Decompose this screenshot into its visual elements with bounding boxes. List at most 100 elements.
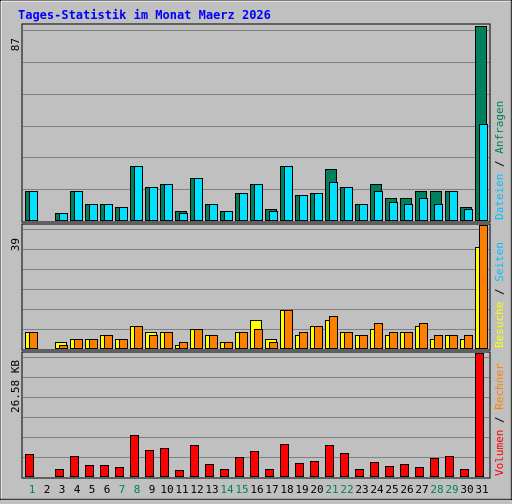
bar-dateien xyxy=(239,193,248,221)
bar-dateien xyxy=(269,211,278,221)
bar-dateien xyxy=(164,184,173,221)
bar-dateien xyxy=(404,204,413,221)
scale-max-label-visits: 39 xyxy=(9,238,22,251)
bar-volumen xyxy=(55,469,64,477)
bar-besuche xyxy=(119,339,128,349)
legend-visits-pages: Besuche / Seiten xyxy=(493,242,506,348)
bar-volumen xyxy=(355,469,364,477)
day-label: 9 xyxy=(149,483,156,496)
bar-besuche xyxy=(239,332,248,349)
bar-volumen xyxy=(310,461,319,477)
day-label: 12 xyxy=(190,483,203,496)
bar-besuche xyxy=(74,339,83,349)
bar-dateien xyxy=(359,204,368,221)
bar-volumen xyxy=(175,470,184,477)
day-label: 17 xyxy=(265,483,278,496)
legend-item: Seiten xyxy=(493,242,506,282)
bar-volumen xyxy=(265,469,274,477)
bar-dateien xyxy=(119,207,128,221)
day-label: 11 xyxy=(175,483,188,496)
panel-legends: Dateien / Anfragen Besuche / Seiten Volume… xyxy=(493,101,506,476)
day-label: 7 xyxy=(119,483,126,496)
bar-dateien xyxy=(434,204,443,221)
day-label: 20 xyxy=(310,483,323,496)
bar-volumen xyxy=(415,467,424,477)
bar-volumen xyxy=(205,464,214,477)
legend-item: Volumen xyxy=(493,430,506,476)
bar-besuche xyxy=(269,342,278,349)
bar-volumen xyxy=(115,467,124,477)
bar-besuche xyxy=(254,329,263,349)
bar-volumen xyxy=(190,445,199,477)
bar-besuche xyxy=(224,342,233,349)
day-label: 21 xyxy=(325,483,338,496)
bar-volumen xyxy=(340,453,349,477)
day-label: 19 xyxy=(295,483,308,496)
bar-besuche xyxy=(149,335,158,349)
bar-volumen xyxy=(250,451,259,477)
legend-volume-sites: Volumen / Rechner xyxy=(493,363,506,476)
bar-besuche xyxy=(29,332,38,349)
bar-volumen xyxy=(475,353,484,477)
bar-besuche xyxy=(164,332,173,349)
bar-volumen xyxy=(460,469,469,477)
bar-besuche xyxy=(209,335,218,349)
day-label: 2 xyxy=(44,483,51,496)
day-axis-labels: 1 2 3 4 5 6 7 8 9 10 11 12 13 14 15 16 17 18 19 20 21 22 23 24 2… xyxy=(29,483,489,496)
bar-volumen xyxy=(295,463,304,477)
bar-besuche xyxy=(194,329,203,349)
bar-dateien xyxy=(479,124,488,221)
bar-dateien xyxy=(464,209,473,221)
bar-besuche xyxy=(329,316,338,349)
legend-separator: / xyxy=(493,410,506,430)
day-label: 14 xyxy=(220,483,234,496)
legend-separator: / xyxy=(493,282,506,302)
legend-item: Besuche xyxy=(493,302,506,348)
day-label: 27 xyxy=(415,483,428,496)
bar-dateien xyxy=(314,193,323,221)
bar-dateien xyxy=(389,202,398,221)
bar-dateien xyxy=(254,184,263,221)
bar-besuche xyxy=(464,335,473,349)
bar-besuche xyxy=(434,335,443,349)
bar-dateien xyxy=(194,178,203,221)
bar-besuche xyxy=(449,335,458,349)
legend-item: Rechner xyxy=(493,363,506,410)
bar-volumen xyxy=(400,464,409,477)
bar-besuche xyxy=(104,335,113,349)
day-label: 25 xyxy=(385,483,398,496)
day-label: 13 xyxy=(205,483,218,496)
bar-besuche xyxy=(284,310,293,349)
day-label: 10 xyxy=(160,483,173,496)
bar-dateien xyxy=(29,191,38,221)
bar-besuche xyxy=(404,332,413,349)
day-label: 24 xyxy=(370,483,384,496)
bar-volumen xyxy=(235,457,244,477)
bar-dateien xyxy=(419,198,428,221)
legend-separator: / xyxy=(493,154,506,174)
bar-besuche xyxy=(299,332,308,349)
bar-besuche xyxy=(314,326,323,349)
bar-volumen xyxy=(325,445,334,477)
bar-besuche xyxy=(89,339,98,349)
bar-volumen xyxy=(370,462,379,477)
bar-dateien xyxy=(89,204,98,221)
bar-besuche xyxy=(374,323,383,349)
chart-title: Tages-Statistik im Monat Maerz 2026 xyxy=(18,8,271,22)
scale-max-label-hits: 87 xyxy=(9,38,22,51)
bar-dateien xyxy=(59,213,68,221)
bar-besuche xyxy=(419,323,428,349)
bar-dateien xyxy=(344,187,353,221)
bar-besuche xyxy=(179,342,188,349)
day-label: 1 xyxy=(29,483,36,496)
bar-volumen xyxy=(430,458,439,477)
bar-volumen xyxy=(85,465,94,477)
bar-besuche xyxy=(344,332,353,349)
day-label: 15 xyxy=(235,483,248,496)
bar-besuche xyxy=(59,345,68,349)
bar-dateien xyxy=(374,191,383,221)
day-label: 3 xyxy=(59,483,66,496)
day-label: 4 xyxy=(74,483,81,496)
